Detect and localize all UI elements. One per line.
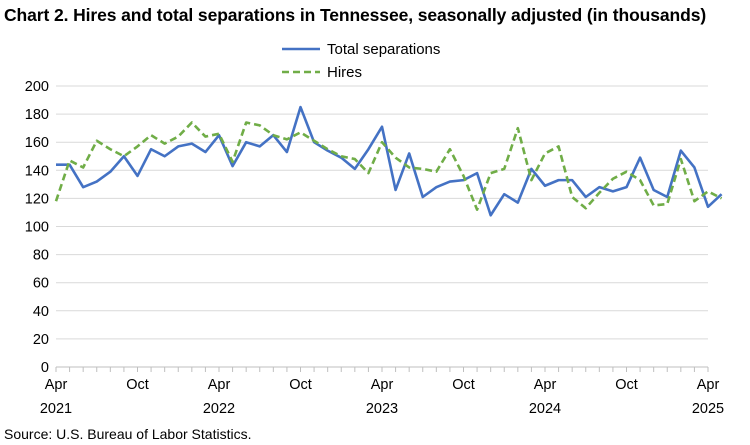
- gridlines: [56, 85, 708, 340]
- x-tick-label: Oct: [126, 377, 149, 393]
- x-tick-year-label: 2022: [203, 401, 235, 417]
- y-tick-label: 40: [33, 304, 49, 320]
- legend-label: Hires: [327, 64, 362, 81]
- x-tick-year-label: 2023: [366, 401, 398, 417]
- y-tick-label: 100: [25, 220, 49, 236]
- y-tick-label: 180: [25, 107, 49, 123]
- x-tick-label: Apr: [208, 377, 231, 393]
- x-tick-label: Oct: [452, 377, 475, 393]
- x-tick-year-label: 2025: [692, 401, 724, 417]
- y-tick-label: 160: [25, 135, 49, 151]
- x-tick-label: Apr: [534, 377, 557, 393]
- x-tick-label: Apr: [45, 377, 68, 393]
- x-tick-label: Apr: [371, 377, 394, 393]
- y-tick-label: 0: [41, 360, 49, 376]
- x-tick-year-label: 2021: [40, 401, 72, 417]
- legend: Total separations Hires: [282, 41, 440, 81]
- series-line-total-separations: [56, 105, 723, 217]
- axes: 0 20 40 60 80 100 120 140 160 180 200 Apr 2021 Oct Apr…: [25, 79, 724, 417]
- y-tick-label: 60: [33, 276, 49, 292]
- x-tick-label: Apr: [697, 377, 720, 393]
- y-tick-label: 120: [25, 191, 49, 207]
- series-line-hires: [54, 121, 723, 211]
- series-lines: [54, 105, 723, 217]
- x-tick-label: Oct: [615, 377, 638, 393]
- y-tick-label: 140: [25, 163, 49, 179]
- y-tick-label: 20: [33, 332, 49, 348]
- legend-label: Total separations: [327, 41, 440, 58]
- y-tick-label: 80: [33, 248, 49, 264]
- x-tick-label: Oct: [289, 377, 312, 393]
- y-tick-label: 200: [25, 79, 49, 95]
- source-note: Source: U.S. Bureau of Labor Statistics.: [4, 426, 252, 442]
- chart-title: Chart 2. Hires and total separations in …: [4, 5, 707, 25]
- x-tick-year-label: 2024: [529, 401, 561, 417]
